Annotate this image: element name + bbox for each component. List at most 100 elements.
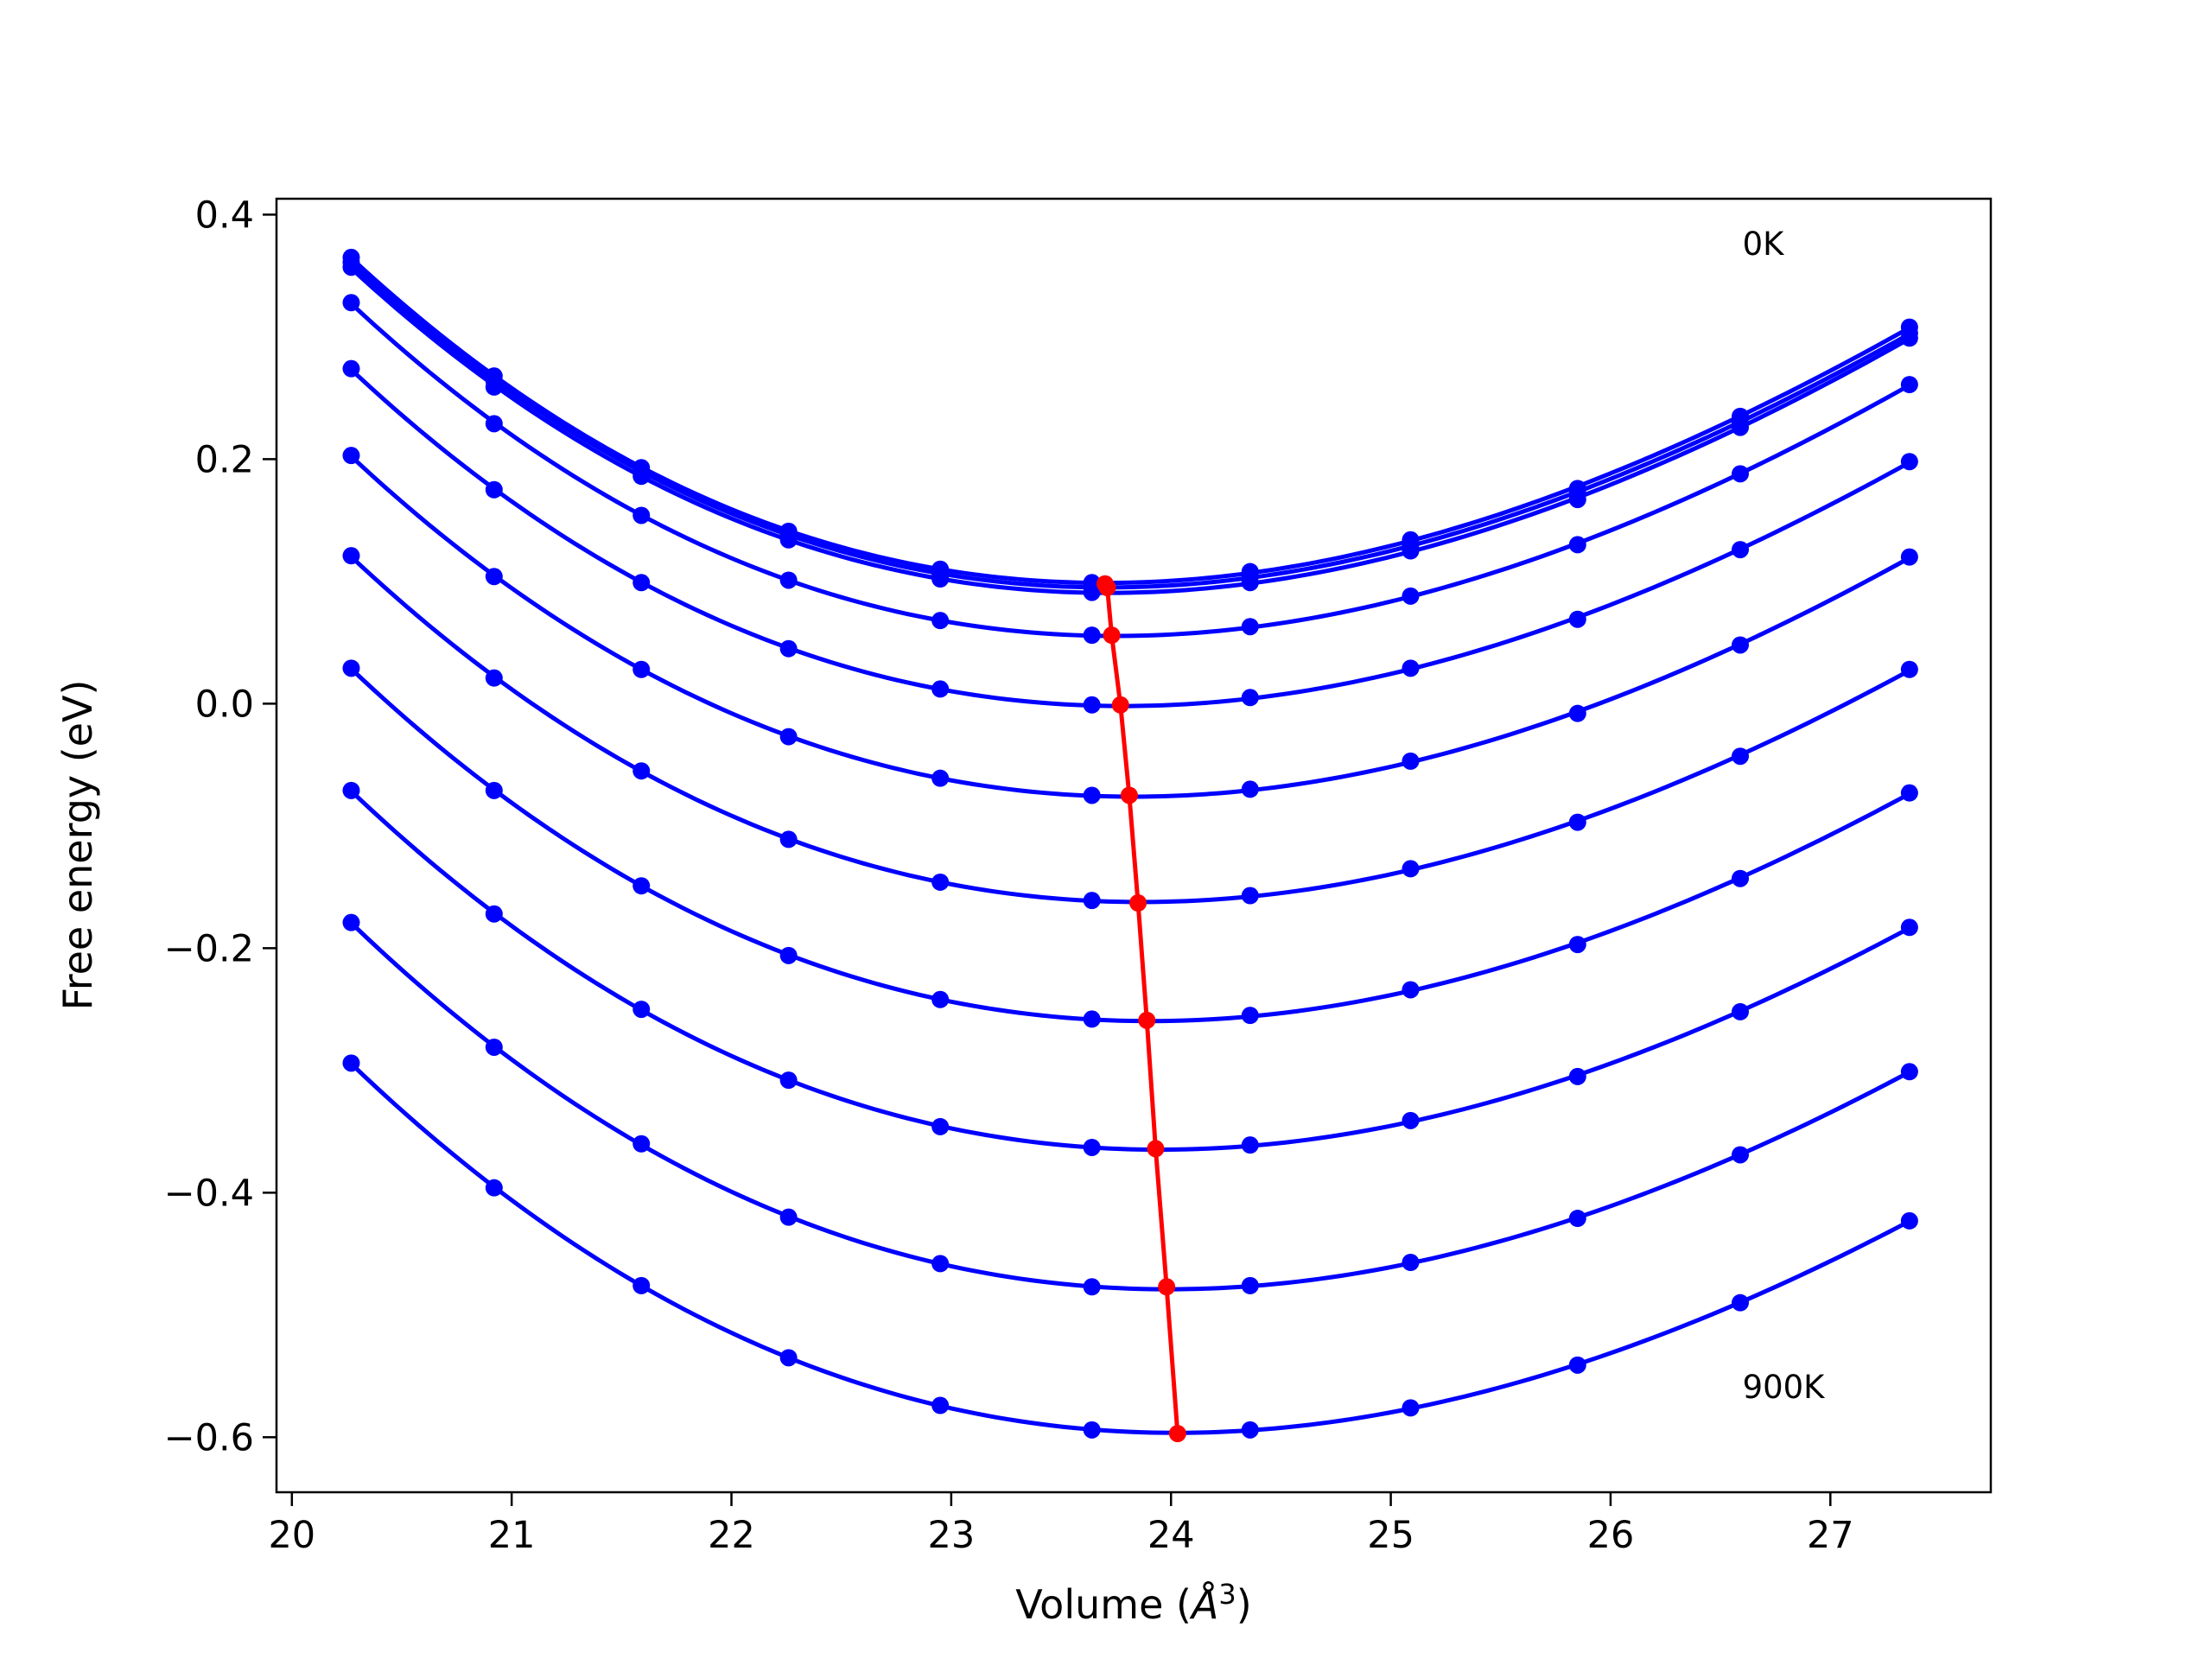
- data-point: [632, 1001, 651, 1019]
- data-point: [779, 571, 798, 589]
- data-point: [1568, 813, 1586, 831]
- data-point: [779, 946, 798, 964]
- y-axis-label: Free energy (eV): [54, 680, 101, 1011]
- data-point: [1900, 660, 1918, 678]
- data-point: [1402, 1253, 1420, 1271]
- x-tick-label: 23: [928, 1514, 976, 1557]
- y-tick-label: 0.4: [195, 194, 254, 237]
- data-point: [1083, 626, 1101, 645]
- data-point: [1083, 1278, 1101, 1296]
- data-point: [1083, 1138, 1101, 1156]
- data-point: [1900, 376, 1918, 394]
- data-point: [1241, 887, 1259, 905]
- data-point: [1732, 541, 1750, 559]
- data-point: [1732, 465, 1750, 483]
- data-point: [931, 769, 950, 787]
- data-point: [1402, 1111, 1420, 1129]
- data-point: [485, 378, 503, 396]
- data-point: [342, 447, 360, 465]
- data-point: [1900, 918, 1918, 937]
- minimum-point: [1098, 578, 1116, 596]
- data-point: [779, 1208, 798, 1226]
- data-point: [485, 415, 503, 433]
- minimum-point: [1147, 1140, 1165, 1158]
- free-energy-curve: [349, 921, 1911, 1292]
- data-point: [779, 830, 798, 849]
- minimum-point: [1129, 894, 1147, 912]
- annotation-0k: 0K: [1743, 226, 1786, 263]
- data-point: [931, 990, 950, 1008]
- data-point: [632, 660, 651, 678]
- data-point: [779, 531, 798, 549]
- minima-group: [1096, 575, 1186, 1443]
- x-axis-label-close: ): [1236, 1581, 1252, 1628]
- y-axis-ticks: 0.4 0.2 0.0 −0.2 −0.4 −0.6: [164, 194, 276, 1459]
- data-point: [342, 913, 360, 931]
- data-point: [1568, 936, 1586, 954]
- x-axis-label-unit: Å: [1189, 1581, 1218, 1628]
- free-energy-curve: [349, 667, 1911, 1024]
- data-point: [931, 570, 950, 588]
- curve-group: [342, 248, 1918, 1439]
- data-point: [342, 258, 360, 276]
- data-point: [485, 1038, 503, 1056]
- data-point: [1568, 491, 1586, 509]
- x-axis-label-exponent: 3: [1218, 1578, 1236, 1611]
- annotation-900k: 900K: [1743, 1369, 1827, 1406]
- data-point: [1568, 704, 1586, 722]
- data-point: [485, 1179, 503, 1197]
- data-point: [485, 480, 503, 499]
- data-point: [1241, 574, 1259, 592]
- data-point: [1568, 1356, 1586, 1374]
- data-point: [931, 873, 950, 891]
- data-point: [1241, 689, 1259, 707]
- data-point: [485, 568, 503, 586]
- free-energy-curve: [349, 256, 1911, 586]
- data-point: [779, 1349, 798, 1367]
- minimum-point: [1138, 1011, 1156, 1029]
- x-axis-label: Volume (Å3): [1015, 1578, 1251, 1628]
- data-point: [1900, 784, 1918, 802]
- data-point: [1732, 636, 1750, 654]
- data-point: [1732, 1146, 1750, 1164]
- data-point: [1732, 869, 1750, 887]
- data-point: [632, 1276, 651, 1294]
- data-point: [1900, 1063, 1918, 1081]
- data-point: [1732, 1294, 1750, 1312]
- x-tick-label: 25: [1367, 1514, 1414, 1557]
- data-point: [779, 728, 798, 746]
- data-point: [931, 1255, 950, 1273]
- x-axis-ticks: 20 21 22 23 24 25 26 27: [268, 1492, 1854, 1557]
- data-point: [1402, 860, 1420, 878]
- data-point: [1083, 786, 1101, 804]
- data-point: [1241, 1136, 1259, 1154]
- data-point: [1900, 329, 1918, 347]
- free-energy-curve: [349, 454, 1911, 799]
- minimum-point: [1111, 696, 1129, 714]
- data-point: [931, 612, 950, 630]
- data-point: [1568, 1067, 1586, 1085]
- data-point: [1402, 981, 1420, 999]
- data-point: [1900, 548, 1918, 566]
- data-point: [1732, 747, 1750, 766]
- data-point: [1402, 659, 1420, 677]
- data-point: [1568, 1210, 1586, 1228]
- data-point: [1241, 780, 1259, 798]
- data-point: [931, 1396, 950, 1414]
- data-point: [632, 877, 651, 895]
- free-energy-curve: [349, 367, 1911, 709]
- data-point: [1241, 1007, 1259, 1025]
- free-energy-curve: [349, 261, 1911, 590]
- minima-line: [1103, 582, 1180, 1434]
- x-tick-label: 26: [1587, 1514, 1635, 1557]
- data-point: [931, 680, 950, 698]
- data-point: [1241, 618, 1259, 636]
- data-point: [1083, 696, 1101, 714]
- free-energy-curve: [349, 302, 1911, 639]
- data-point: [931, 1117, 950, 1135]
- y-tick-label: −0.4: [164, 1172, 254, 1215]
- data-point: [485, 669, 503, 687]
- y-tick-label: 0.2: [195, 438, 254, 481]
- data-point: [1083, 583, 1101, 601]
